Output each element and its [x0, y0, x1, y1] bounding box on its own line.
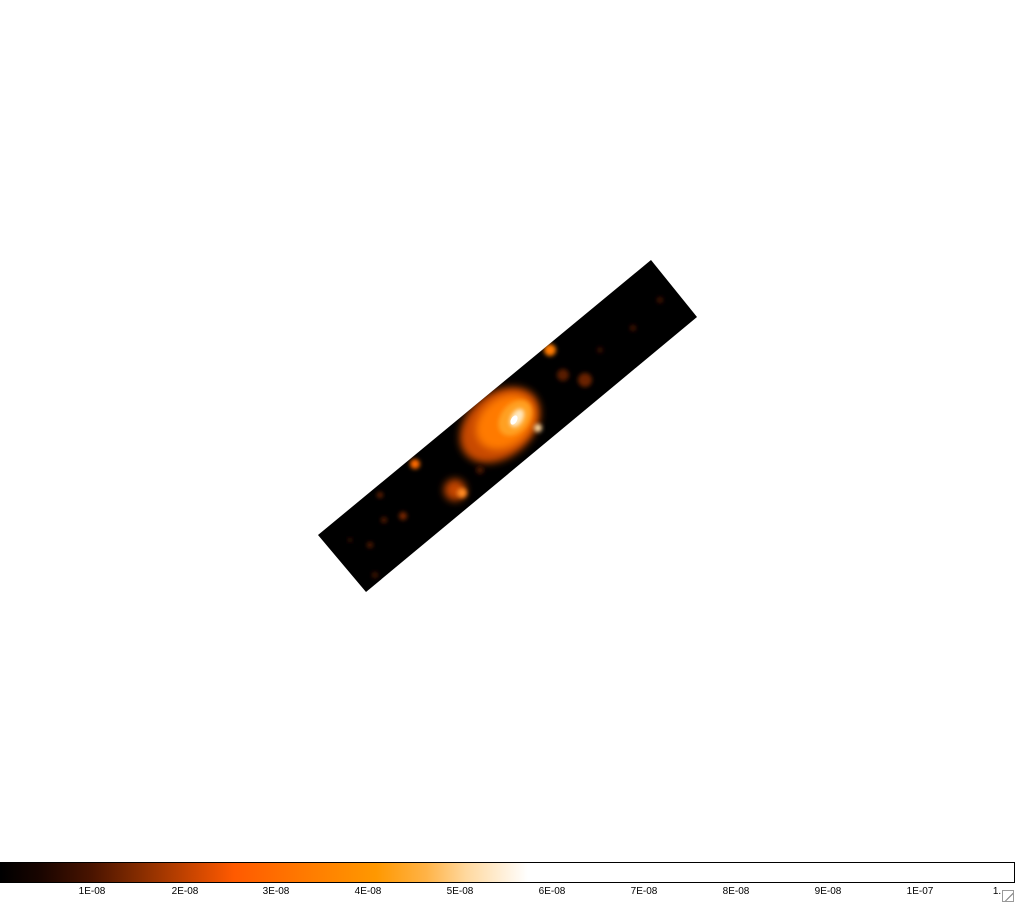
colorbar-label: 8E-08	[722, 886, 750, 897]
colorbar-label: 1E-08	[78, 886, 106, 897]
blob	[367, 542, 373, 548]
colorbar-label: 1.	[992, 886, 1002, 897]
blob	[630, 325, 636, 331]
colorbar-label: 9E-08	[814, 886, 842, 897]
blob	[410, 459, 420, 469]
blob	[348, 538, 352, 542]
colorbar-label: 3E-08	[262, 886, 290, 897]
emission-layer	[348, 297, 663, 578]
blob	[476, 466, 484, 474]
colorbar-label: 6E-08	[538, 886, 566, 897]
colorbar-panel[interactable]: 1E-08 2E-08 3E-08 4E-08 5E-08 6E-08 7E-0…	[0, 862, 1015, 903]
bright-knot	[534, 424, 542, 432]
colorbar[interactable]	[0, 862, 1015, 883]
blob	[399, 512, 407, 520]
blob	[578, 373, 592, 387]
resize-grip-icon[interactable]	[1002, 890, 1014, 902]
image-canvas[interactable]	[0, 0, 1015, 860]
image-display-frame[interactable]	[0, 0, 1015, 860]
colorbar-label: 5E-08	[446, 886, 474, 897]
colorbar-label: 1E-07	[906, 886, 934, 897]
blob	[657, 297, 663, 303]
colorbar-label: 4E-08	[354, 886, 382, 897]
blob	[544, 344, 556, 356]
blob	[597, 347, 603, 353]
blob	[381, 517, 387, 523]
blob	[457, 488, 467, 498]
blob	[377, 492, 383, 498]
blob	[557, 369, 569, 381]
colorbar-label: 2E-08	[171, 886, 199, 897]
colorbar-label: 7E-08	[630, 886, 658, 897]
colorbar-scale: 1E-08 2E-08 3E-08 4E-08 5E-08 6E-08 7E-0…	[0, 883, 1015, 903]
blob	[372, 572, 378, 578]
nebula-core-white	[510, 415, 518, 425]
